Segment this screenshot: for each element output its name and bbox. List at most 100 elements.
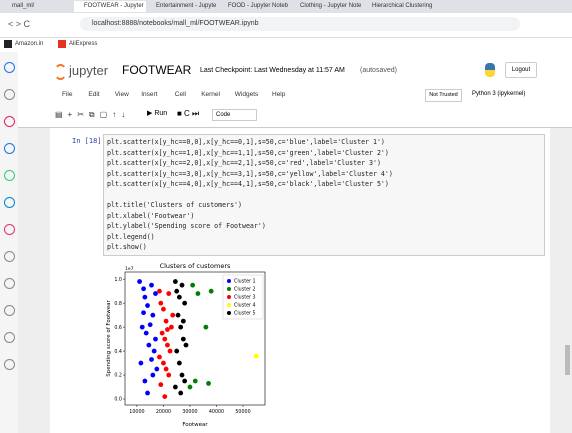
point bbox=[162, 394, 168, 400]
point bbox=[153, 336, 158, 342]
point bbox=[172, 279, 178, 284]
legend-label: Cluster 5 bbox=[234, 311, 256, 317]
point bbox=[138, 360, 144, 366]
menu-item[interactable]: Insert bbox=[141, 91, 158, 98]
point bbox=[145, 303, 150, 308]
sidebar-icon[interactable] bbox=[4, 62, 15, 73]
point bbox=[139, 324, 145, 330]
legend-label: Cluster 1 bbox=[234, 279, 256, 285]
y-tick-label: 0.8 bbox=[114, 301, 122, 307]
menu-item[interactable]: Help bbox=[272, 91, 286, 98]
sidebar-icon[interactable] bbox=[4, 116, 15, 127]
point bbox=[187, 384, 193, 390]
point bbox=[176, 294, 182, 300]
point bbox=[159, 330, 165, 336]
point bbox=[163, 318, 169, 324]
sidebar bbox=[0, 52, 19, 433]
address-bar[interactable] bbox=[80, 17, 520, 31]
trust-button[interactable]: Not Trusted bbox=[425, 89, 462, 102]
point bbox=[179, 282, 185, 288]
point bbox=[153, 291, 158, 296]
point bbox=[149, 282, 154, 288]
point bbox=[180, 336, 186, 342]
point bbox=[175, 312, 181, 318]
code-line: plt.show() bbox=[107, 243, 147, 251]
x-tick-label: 40000 bbox=[209, 409, 224, 415]
run-button[interactable]: ▶ Run bbox=[147, 110, 168, 117]
menu-item[interactable]: Edit bbox=[88, 91, 100, 98]
point bbox=[137, 279, 142, 284]
point bbox=[150, 372, 156, 378]
sidebar-icon[interactable] bbox=[4, 251, 15, 262]
aliexpress-icon bbox=[58, 40, 66, 48]
legend-label: Cluster 2 bbox=[234, 287, 256, 293]
chart-title: Clusters of customers bbox=[160, 262, 231, 270]
sidebar-icon[interactable] bbox=[4, 332, 15, 343]
point bbox=[158, 300, 164, 306]
legend-marker bbox=[227, 311, 231, 315]
menu-item[interactable]: Widgets bbox=[234, 91, 259, 98]
point bbox=[182, 378, 188, 384]
legend-marker bbox=[227, 279, 231, 283]
point bbox=[141, 310, 146, 316]
point bbox=[145, 390, 150, 396]
url: localhost:8888/notebooks/mall_ml/FOOTWEA… bbox=[92, 20, 259, 27]
code-area[interactable] bbox=[103, 134, 545, 256]
code-line: plt.xlabel('Footwear') bbox=[107, 211, 195, 220]
point bbox=[166, 372, 172, 378]
point bbox=[163, 366, 169, 372]
cell-type-select[interactable]: Code bbox=[212, 109, 257, 121]
point bbox=[176, 360, 182, 366]
point bbox=[182, 300, 188, 306]
point bbox=[172, 384, 178, 390]
y-tick-label: 1.0 bbox=[114, 277, 122, 283]
menu-item[interactable]: View bbox=[114, 91, 129, 98]
code-line: plt.scatter(x[y_hc==2,0],x[y_hc==2,1],s=… bbox=[107, 159, 381, 167]
point bbox=[161, 360, 166, 366]
sidebar-icon[interactable] bbox=[4, 170, 15, 181]
y-tick-label: 0.6 bbox=[114, 325, 122, 331]
sidebar-icon[interactable] bbox=[4, 197, 15, 208]
sidebar-icon[interactable] bbox=[4, 359, 15, 370]
point bbox=[162, 336, 168, 342]
point bbox=[166, 291, 172, 296]
code-line: plt.legend() bbox=[107, 232, 155, 241]
notebook-name[interactable]: FOOTWEAR bbox=[122, 63, 192, 77]
point bbox=[143, 330, 149, 336]
tool-icons[interactable]: ▤+✂⧉▢↑↓ bbox=[55, 110, 131, 119]
python-logo bbox=[485, 63, 495, 77]
bookmark[interactable]: AliExpress bbox=[69, 41, 98, 47]
point bbox=[167, 348, 173, 354]
tab[interactable]: Clothing - Jupyter Note bbox=[300, 3, 362, 9]
menu-item[interactable]: Kernel bbox=[201, 91, 220, 98]
legend-marker bbox=[227, 303, 231, 307]
legend-marker bbox=[227, 295, 231, 299]
y-tick-label: 0.4 bbox=[114, 349, 122, 355]
point bbox=[208, 288, 214, 294]
nav-buttons[interactable]: < > C bbox=[8, 19, 31, 29]
menu-item[interactable]: File bbox=[62, 91, 73, 98]
logout-button[interactable]: Logout bbox=[505, 62, 537, 78]
amazon-icon bbox=[4, 40, 12, 48]
sidebar-icon[interactable] bbox=[4, 278, 15, 289]
sidebar-icon[interactable] bbox=[4, 305, 15, 316]
tab[interactable]: FOOTWEAR - Jupyter N bbox=[74, 1, 146, 12]
point bbox=[253, 353, 259, 359]
x-tick-label: 10000 bbox=[129, 409, 144, 415]
sidebar-icon[interactable] bbox=[4, 224, 15, 235]
tab[interactable]: Entertainment - Jupyte bbox=[156, 3, 217, 9]
control-icons[interactable]: ■ C ⏭ bbox=[177, 109, 200, 118]
autosave: (autosaved) bbox=[360, 67, 397, 74]
tab[interactable]: Hierarchical Clustering bbox=[372, 3, 433, 9]
menu-item[interactable]: Cell bbox=[174, 91, 186, 98]
x-tick-label: 50000 bbox=[235, 409, 250, 415]
tab[interactable]: FOOD - Jupyter Noteb bbox=[228, 3, 289, 9]
tab[interactable]: mall_ml/ bbox=[12, 3, 35, 9]
y-tick-label: 0.2 bbox=[114, 373, 122, 379]
point bbox=[165, 327, 170, 332]
bookmark[interactable]: Amazon.in bbox=[15, 41, 44, 47]
point bbox=[192, 378, 198, 384]
y-offset-label: 1e7 bbox=[125, 266, 134, 272]
sidebar-icon[interactable] bbox=[4, 89, 15, 100]
sidebar-icon[interactable] bbox=[4, 143, 15, 154]
